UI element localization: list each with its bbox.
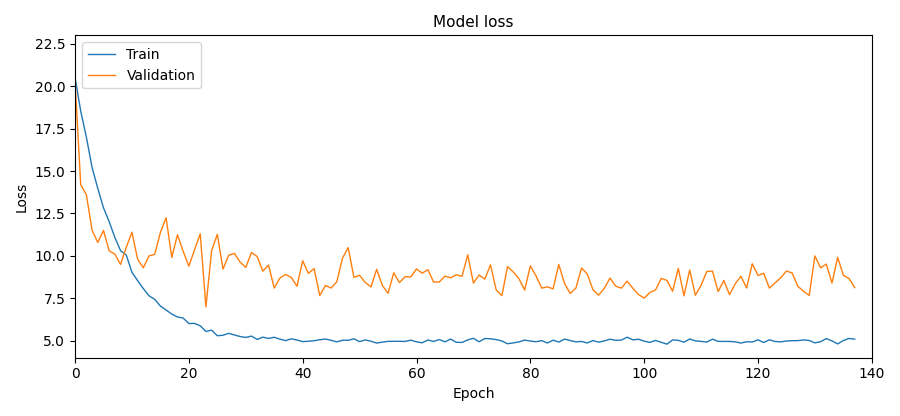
Train bbox=[69, 75, 80, 80]
Legend: Train, Validation: Train, Validation bbox=[82, 42, 201, 88]
Train bbox=[850, 337, 860, 342]
Train bbox=[355, 339, 365, 344]
Validation bbox=[360, 280, 371, 285]
Validation bbox=[519, 287, 530, 292]
Validation bbox=[633, 292, 643, 297]
Line: Validation: Validation bbox=[75, 81, 855, 307]
Line: Train: Train bbox=[75, 77, 855, 344]
Train bbox=[838, 338, 849, 343]
Validation bbox=[850, 285, 860, 290]
Train bbox=[514, 339, 525, 344]
Validation bbox=[838, 273, 849, 278]
Train bbox=[662, 342, 672, 347]
X-axis label: Epoch: Epoch bbox=[452, 387, 495, 401]
Train bbox=[735, 341, 746, 346]
Validation bbox=[735, 274, 746, 279]
Y-axis label: Loss: Loss bbox=[15, 181, 29, 212]
Validation bbox=[382, 291, 393, 296]
Train bbox=[627, 337, 638, 342]
Validation bbox=[69, 79, 80, 84]
Title: Model loss: Model loss bbox=[433, 15, 514, 30]
Validation bbox=[201, 305, 212, 310]
Train bbox=[377, 339, 388, 344]
